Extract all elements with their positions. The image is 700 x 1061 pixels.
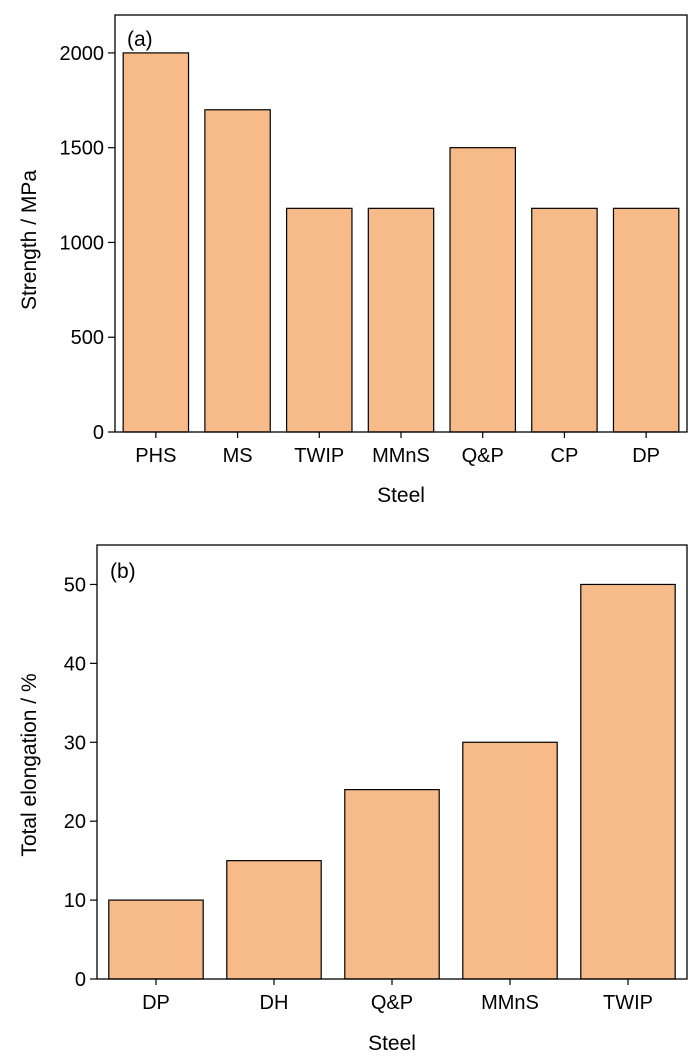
x-tick-label: DP <box>142 992 170 1014</box>
y-tick-label: 20 <box>64 811 86 833</box>
y-tick-label: 500 <box>71 327 104 349</box>
bar-dh <box>226 860 322 980</box>
x-tick-label: MS <box>223 445 253 467</box>
bar-mmns <box>367 207 435 433</box>
bar-twip <box>286 207 353 433</box>
panel-a-strength-chart: 0 500 1000 1500 2000 PHS MS TWIP MMnS Q&P CP DP (a… <box>18 14 688 507</box>
panel-a-y-axis: 0 500 1000 1500 2000 <box>60 43 115 444</box>
panel-b-x-axis: DP DH Q&P MMnS TWIP <box>142 979 653 1014</box>
panel-a-x-axis-label: Steel <box>377 484 425 507</box>
bar-mmns <box>462 741 558 980</box>
panel-a-y-axis-label: Strength / MPa <box>18 170 41 310</box>
x-tick-label: DP <box>632 445 660 467</box>
x-tick-label: TWIP <box>603 992 653 1014</box>
y-tick-label: 1000 <box>60 232 105 254</box>
bar-ms <box>204 109 271 433</box>
panel-b-elongation-chart: 0 10 20 30 40 50 DP DH Q&P MMnS TWIP (b) Steel To… <box>18 544 688 1055</box>
x-tick-label: DH <box>260 992 289 1014</box>
y-tick-label: 0 <box>75 969 86 991</box>
panel-a-bars <box>122 52 680 433</box>
panel-b-y-axis: 0 10 20 30 40 50 <box>64 574 97 991</box>
panel-b-y-axis-label: Total elongation / % <box>18 673 41 856</box>
panel-b-x-axis-label: Steel <box>368 1032 416 1055</box>
panel-a-tag: (a) <box>127 28 153 51</box>
y-tick-label: 30 <box>64 732 86 754</box>
x-tick-label: Q&P <box>371 992 413 1014</box>
y-tick-label: 10 <box>64 890 86 912</box>
y-tick-label: 50 <box>64 574 86 596</box>
x-tick-label: Q&P <box>462 445 504 467</box>
x-tick-label: MMnS <box>372 445 430 467</box>
bar-twip <box>580 583 676 980</box>
x-tick-label: TWIP <box>294 445 344 467</box>
panel-b-bars <box>108 583 676 980</box>
x-tick-label: CP <box>551 445 579 467</box>
bar-dp <box>612 207 680 433</box>
y-tick-label: 2000 <box>60 43 105 65</box>
bar-dp <box>108 899 204 980</box>
bar-q-p <box>344 789 440 980</box>
panel-b-tag: (b) <box>110 560 136 583</box>
y-tick-label: 40 <box>64 653 86 675</box>
bar-phs <box>122 52 190 433</box>
bar-cp <box>531 207 598 433</box>
bar-q-p <box>449 147 517 433</box>
panel-a-x-axis: PHS MS TWIP MMnS Q&P CP DP <box>135 432 660 467</box>
y-tick-label: 1500 <box>60 138 105 160</box>
x-tick-label: MMnS <box>481 992 539 1014</box>
y-tick-label: 0 <box>93 422 104 444</box>
x-tick-label: PHS <box>135 445 176 467</box>
